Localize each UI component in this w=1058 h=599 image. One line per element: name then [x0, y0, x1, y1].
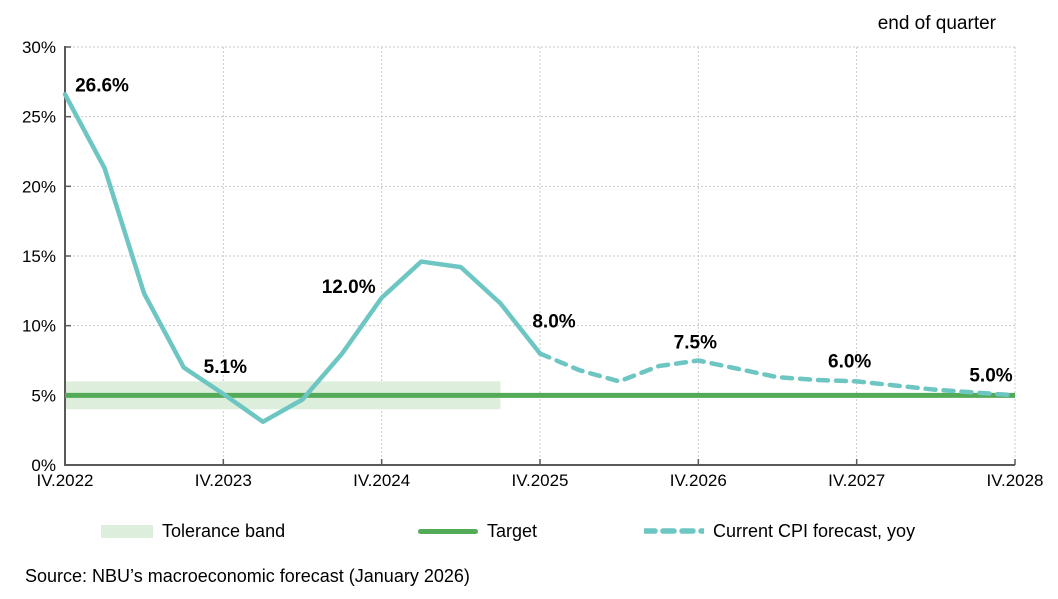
y-tick-label: 0% — [31, 456, 56, 475]
legend-item-tolerance-band: Tolerance band — [101, 520, 285, 542]
x-tick-label: IV.2025 — [511, 471, 568, 490]
y-tick-label: 30% — [22, 38, 56, 57]
dashed-line-swatch — [644, 528, 704, 534]
y-tick-label: 20% — [22, 177, 56, 196]
source-note: Source: NBU’s macroeconomic forecast (Ja… — [25, 566, 470, 586]
legend-label: Current CPI forecast, yoy — [713, 520, 916, 541]
x-tick-label: IV.2026 — [670, 471, 727, 490]
legend-item-cpi-forecast: Current CPI forecast, yoy — [644, 520, 915, 542]
y-tick-label: 5% — [31, 386, 56, 405]
target-line-swatch — [418, 528, 478, 534]
data-label: 26.6% — [75, 75, 129, 96]
x-tick-label: IV.2022 — [36, 471, 93, 490]
y-tick-label: 15% — [22, 247, 56, 266]
end-of-quarter-note: end of quarter — [877, 13, 996, 34]
y-tick-label: 25% — [22, 108, 56, 127]
data-label: 8.0% — [532, 312, 575, 333]
x-tick-label: IV.2023 — [195, 471, 252, 490]
legend-label: Target — [487, 520, 538, 541]
cpi-line-forecast — [537, 351, 1018, 398]
y-tick-label: 10% — [22, 317, 56, 336]
tolerance-band-swatch — [101, 524, 153, 538]
legend-item-target: Target — [418, 520, 537, 542]
data-label: 5.1% — [204, 357, 247, 378]
x-tick-label: IV.2027 — [828, 471, 885, 490]
x-tick-label: IV.2024 — [353, 471, 410, 490]
data-label: 7.5% — [674, 333, 717, 354]
data-label: 6.0% — [828, 351, 871, 372]
data-label: 5.0% — [969, 365, 1012, 386]
legend-label: Tolerance band — [162, 520, 286, 541]
cpi-forecast-chart: 0% 5% 10% 15% 20% 25% 30% IV.2022 IV.2023 IV.2024… — [22, 38, 1044, 490]
data-label: 12.0% — [322, 277, 376, 298]
x-tick-label: IV.2028 — [986, 471, 1043, 490]
cpi-line-actual — [62, 92, 543, 425]
